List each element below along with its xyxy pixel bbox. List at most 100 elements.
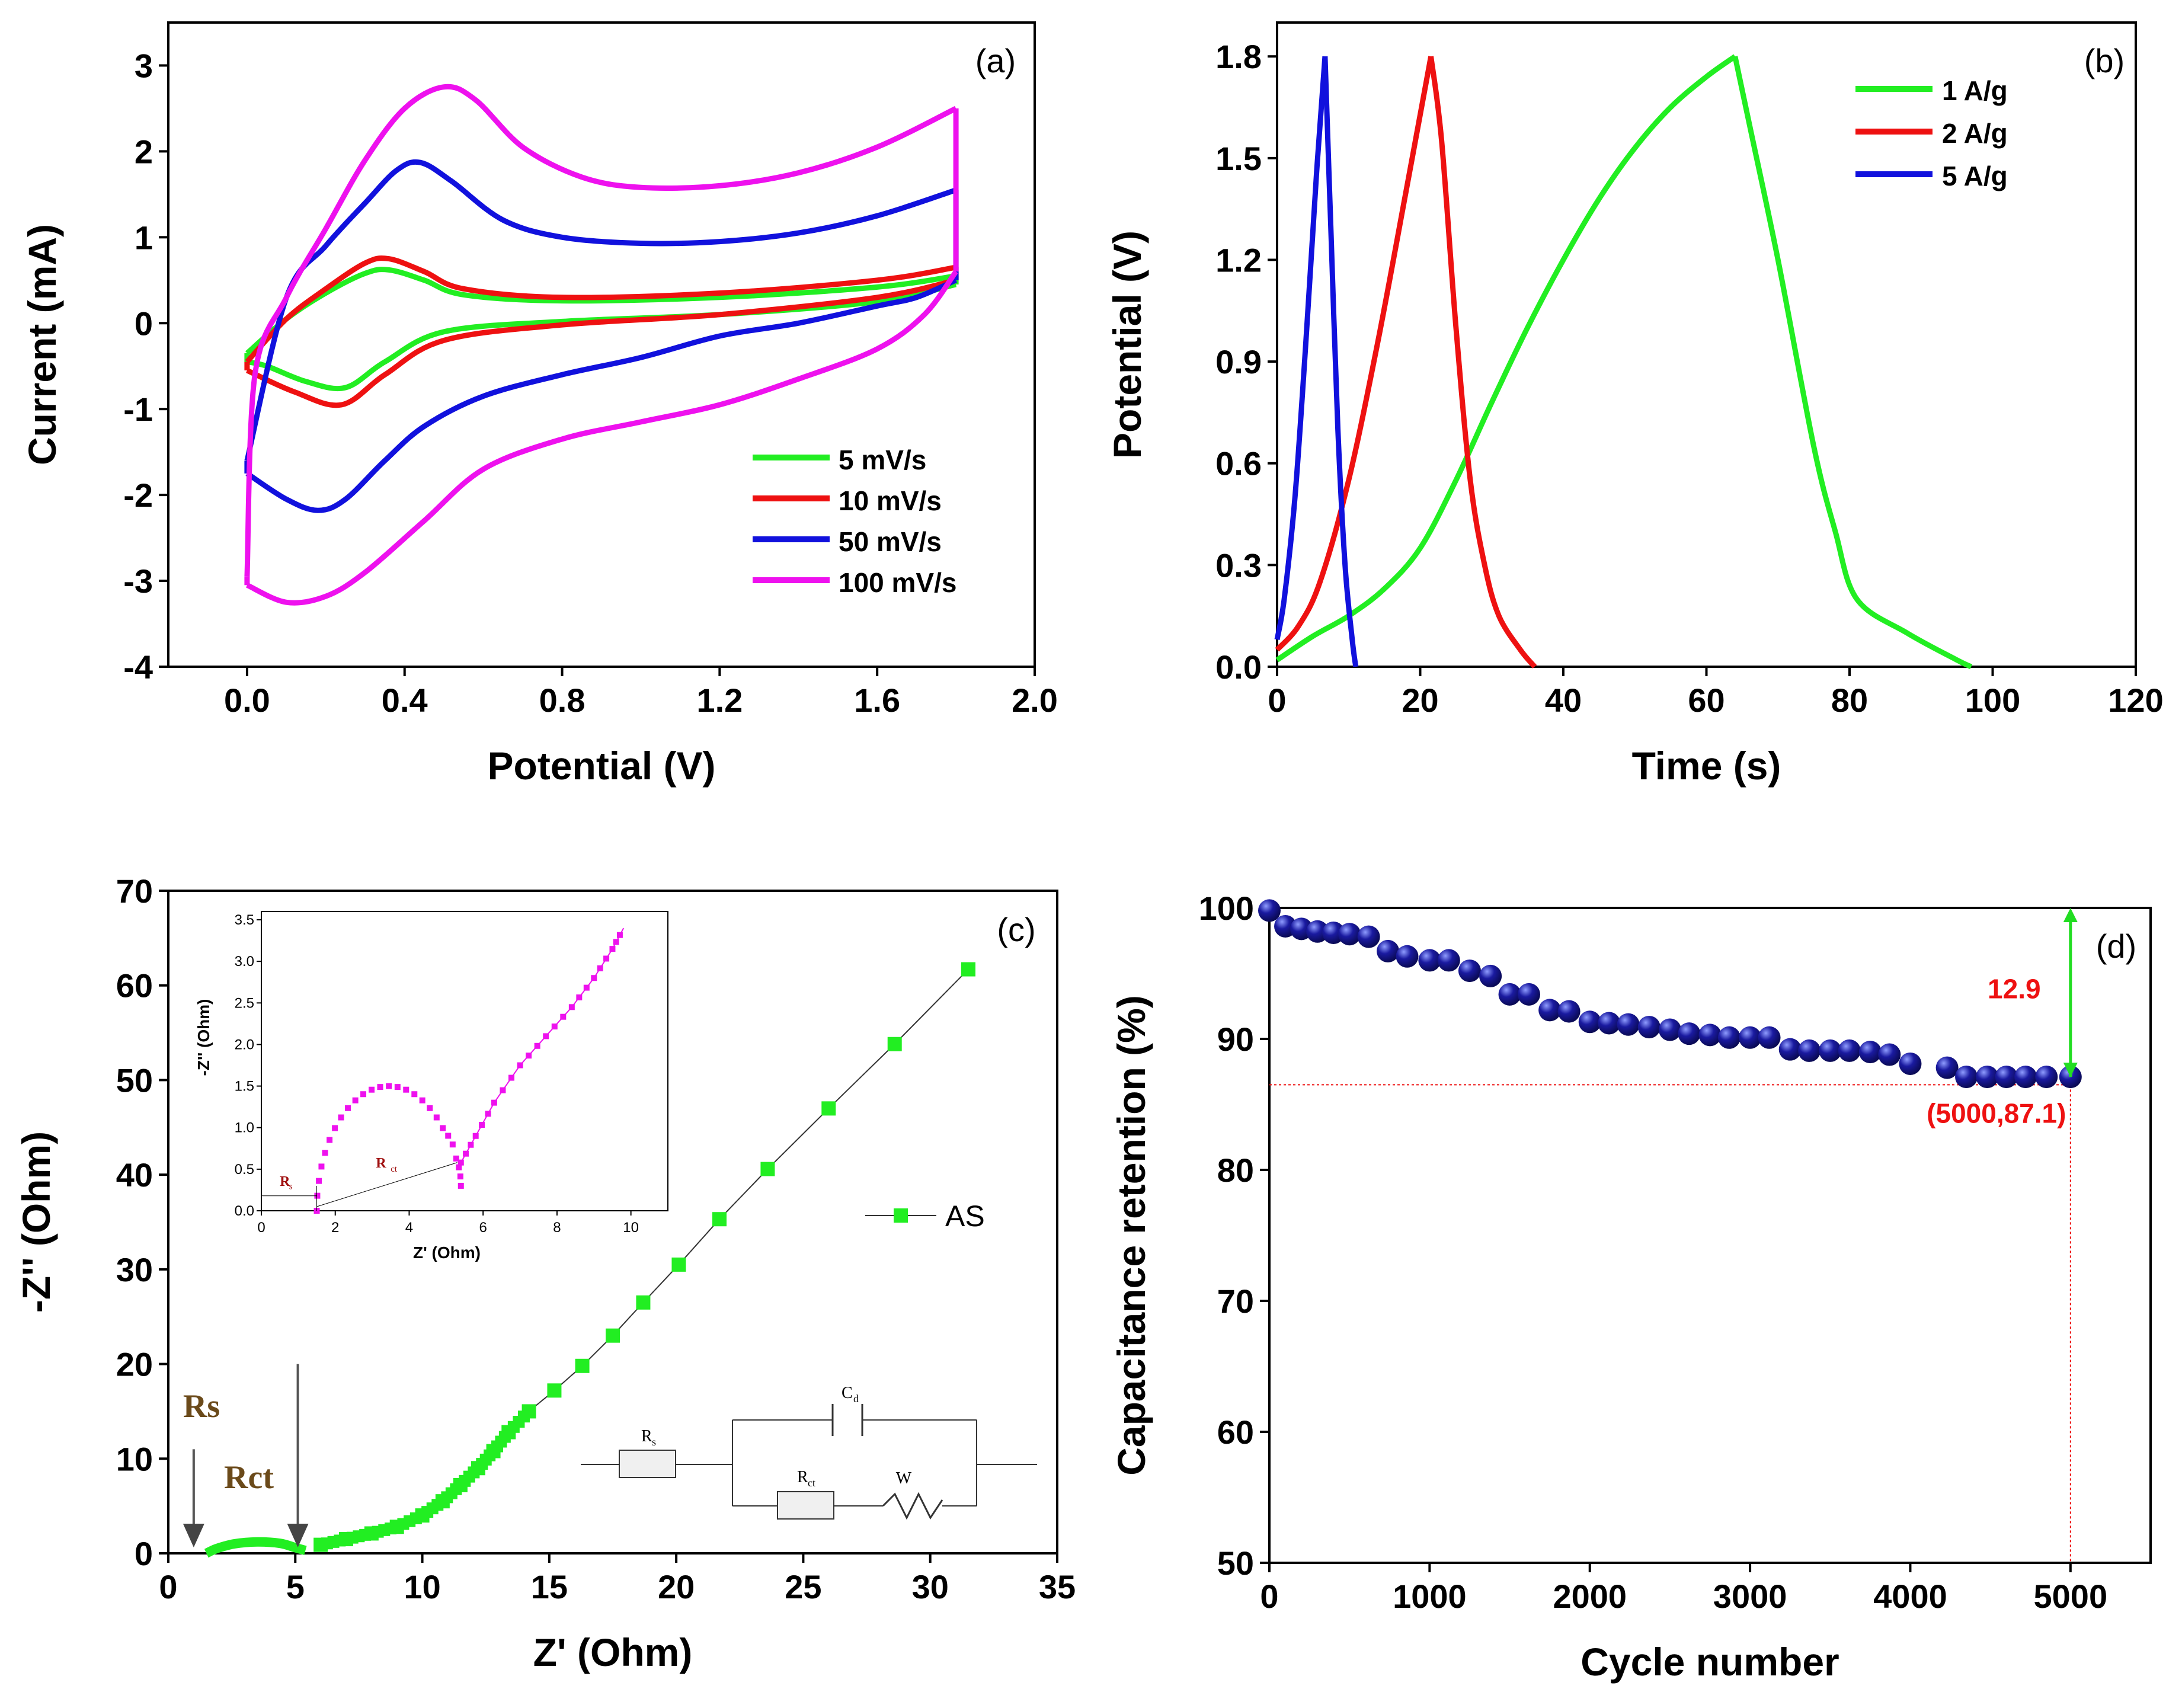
inset-x-tick-label: 8 [553,1220,561,1236]
retention-point [1995,1066,2018,1089]
x-tick-label: 0.0 [224,682,270,719]
eis-point [501,1425,516,1440]
inset-point [445,1133,452,1139]
y-tick-label: 40 [116,1156,153,1194]
y-tick-label: 60 [116,967,153,1005]
eis-point [453,1478,468,1493]
y-tick-label: 70 [1217,1282,1254,1320]
retention-point [1258,899,1281,922]
retention-point [1598,1012,1621,1035]
x-tick-label: 1.2 [696,682,743,719]
inset-point [526,1053,532,1059]
y-tick-label: -4 [123,648,153,686]
retention-point [1878,1043,1901,1066]
inset-point [456,1164,462,1170]
y-tick-label: 70 [116,872,153,910]
retention-point [1976,1066,1999,1089]
inset-x-tick-label: 4 [405,1220,413,1236]
inset-point [568,1004,575,1010]
legend-swatch [894,1208,908,1223]
eis-point [606,1328,620,1343]
retention-point [2035,1066,2058,1089]
inset-x-tick-label: 0 [257,1220,265,1236]
gcd-discharge-curve [1732,56,1973,670]
y-tick-label: -3 [123,562,153,600]
inset-point [560,1013,567,1020]
retention-point [1377,939,1400,962]
y-tick-label: 90 [1217,1021,1254,1058]
inset-point [609,946,616,952]
retention-point [1458,959,1481,983]
y-axis-title: Capacitance retention (%) [1109,995,1153,1476]
eis-point [760,1162,775,1176]
y-tick-label: 100 [1199,890,1254,927]
x-tick-label: 0.4 [382,682,428,719]
gcd-charge-curve [1274,56,1328,641]
inset-point [369,1086,375,1093]
drop-label: 12.9 [1988,973,2041,1004]
inset-point [377,1084,383,1090]
rct-arrow-head [287,1524,309,1547]
eis-point [389,1520,404,1534]
cv-series [244,267,959,392]
inset-point [457,1159,464,1166]
x-tick-label: 4000 [1873,1578,1947,1615]
inset-rct-subscript: ct [391,1165,398,1174]
eis-point [821,1101,836,1116]
eis-point [313,1537,328,1552]
legend-label: 10 mV/s [839,485,942,516]
inset-y-tick-label: 1.0 [235,1120,254,1136]
x-axis-title: Cycle number [1580,1640,1839,1684]
cv-curve-cathodic [246,277,957,408]
retention-point [1557,1000,1580,1023]
inset-y-tick-label: 3.0 [235,954,254,970]
y-tick-label: 1.5 [1215,140,1262,177]
inset-x-axis-title: Z' (Ohm) [413,1243,481,1262]
inset-point [479,1122,485,1128]
inset-y-tick-label: 3.5 [235,912,254,928]
highlight-label: (5000,87.1) [1927,1098,2066,1128]
y-tick-label: 10 [116,1440,153,1477]
inset-point [327,1137,333,1143]
inset-point [411,1091,418,1098]
y-axis-title: Potential (V) [1105,231,1149,459]
y-tick-label: 1.2 [1215,241,1262,279]
eis-point [636,1295,651,1310]
inset-y-tick-label: 2.0 [235,1037,254,1053]
cv-curve-cathodic [245,270,958,606]
x-tick-label: 40 [1545,682,1582,719]
inset-point [440,1125,446,1131]
y-tick-label: 1.8 [1215,38,1262,75]
x-tick-label: 0 [1268,682,1286,719]
retention-point [1858,1041,1882,1064]
inset-point [576,994,583,1000]
inset-frame [261,911,668,1211]
inset-point [345,1105,351,1111]
y-tick-label: 0.3 [1215,546,1262,584]
x-axis-title: Potential (V) [487,744,715,788]
legend-label: 2 A/g [1942,118,2008,149]
inset-y-tick-label: 2.5 [235,995,254,1011]
circuit-cd-label: C [842,1384,853,1402]
gcd-discharge-curve [1322,56,1359,667]
retention-point [1838,1039,1861,1062]
retention-point [1396,945,1419,968]
eis-point [486,1444,501,1458]
circuit-rs-label: R [641,1427,652,1445]
gcd-charge-curve [1275,56,1434,652]
panel-label-d: (d) [2096,927,2136,965]
x-tick-label: 120 [2108,682,2163,719]
x-tick-label: 35 [1039,1568,1076,1605]
cv-curve-anodic [245,255,956,364]
inset-point [591,975,597,981]
x-tick-label: 5 [286,1568,305,1605]
legend-label: 1 A/g [1942,75,2008,106]
legend-label: 5 A/g [1942,161,2008,191]
x-tick-label: 20 [658,1568,695,1605]
retention-point [1437,949,1460,972]
inset-point [468,1141,474,1148]
inset-point [338,1114,344,1121]
inset-point [457,1182,464,1189]
circuit-rs-subscript: s [652,1436,656,1448]
eis-point [671,1257,686,1272]
